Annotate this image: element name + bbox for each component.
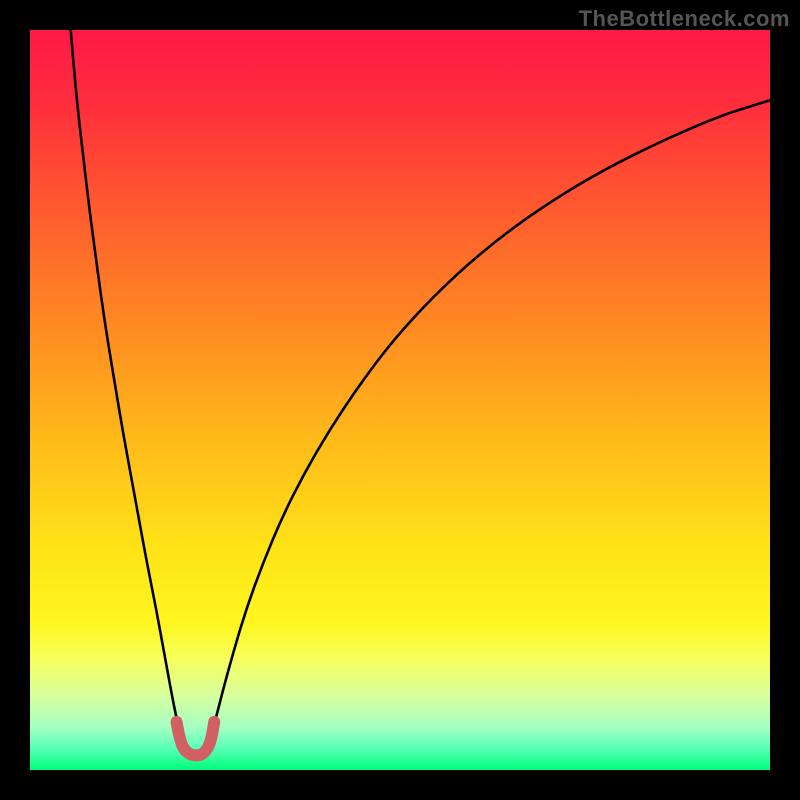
chart-plot-background (30, 30, 770, 770)
chart-svg (0, 0, 800, 800)
bottleneck-chart: TheBottleneck.com (0, 0, 800, 800)
watermark-text: TheBottleneck.com (579, 6, 790, 32)
